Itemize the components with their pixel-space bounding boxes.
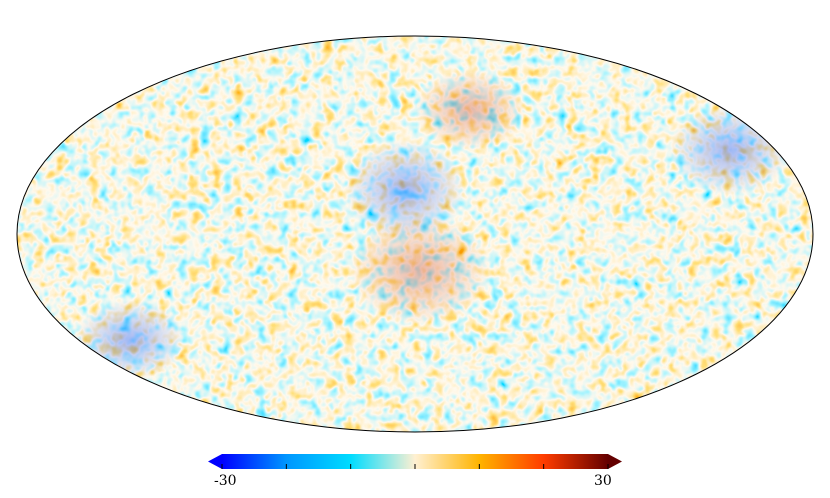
colorbar-extend-high (608, 454, 622, 469)
colorbar-min-label: -30 (214, 473, 237, 489)
sky-map (16, 35, 814, 433)
colorbar-ticks (221, 464, 609, 469)
colorbar (208, 454, 622, 469)
map-outline (16, 35, 814, 433)
colorbar-gradient (222, 454, 608, 469)
colorbar-max-label: 30 (594, 473, 612, 489)
map-fluctuations (17, 36, 813, 432)
colorbar-extend-low (208, 454, 222, 469)
